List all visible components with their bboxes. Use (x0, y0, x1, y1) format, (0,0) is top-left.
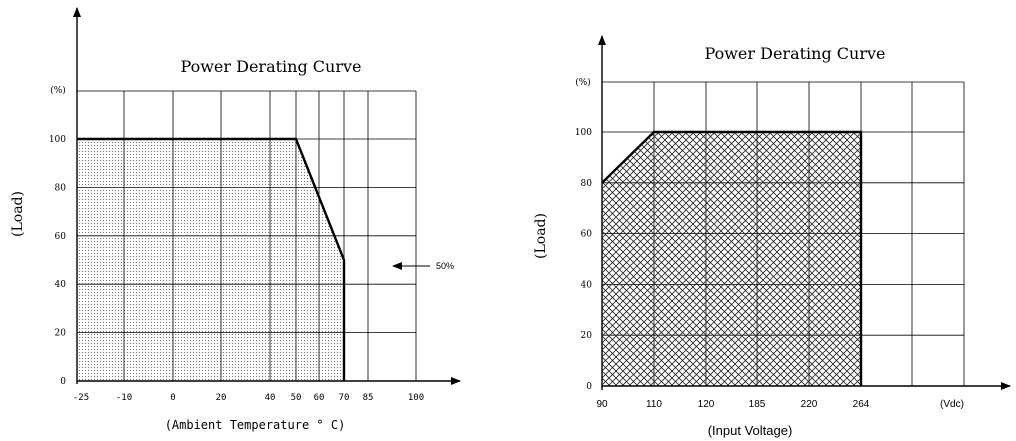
x-axis-label: (Input Voltage) (708, 423, 793, 438)
x-tick-label: 110 (646, 399, 662, 410)
derating-line (601, 130, 863, 386)
y-tick-label: 80 (581, 179, 593, 189)
x-tick-label: -25 (73, 393, 89, 403)
x-tick-labels: -25 -10 0 20 40 50 60 70 85 100 (73, 393, 424, 403)
y-tick-label: 40 (581, 280, 593, 290)
y-axis-label: (Load) (533, 213, 549, 259)
chart-title: Power Derating Curve (180, 57, 361, 76)
y-unit: (%) (575, 77, 591, 88)
chart-input-voltage: 90 110 120 185 220 264 0 20 40 60 80 100 Power Der… (533, 35, 1011, 438)
x-tick-labels: 90 110 120 185 220 264 (596, 399, 869, 410)
y-tick-label: 0 (586, 382, 592, 392)
x-tick-label: 40 (265, 393, 276, 403)
y-tick-label: 80 (55, 183, 67, 193)
y-axis-label: (Load) (10, 191, 26, 237)
x-tick-label: 20 (216, 393, 227, 403)
x-tick-label: 90 (596, 399, 608, 410)
derating-fill (602, 132, 861, 386)
chart-title: Power Derating Curve (704, 44, 885, 63)
x-axis-label: (Ambient Temperature ° C) (165, 418, 346, 432)
y-tick-label: 20 (55, 329, 67, 339)
x-tick-label: 220 (801, 399, 818, 410)
y-tick-labels: 0 20 40 60 80 100 (575, 128, 592, 392)
y-tick-label: 100 (575, 128, 592, 138)
y-tick-labels: 0 20 40 60 80 100 (49, 135, 66, 387)
x-tick-label: -10 (116, 393, 132, 403)
derating-area (77, 137, 346, 381)
derating-line (77, 137, 346, 381)
derating-area (601, 130, 863, 386)
y-tick-label: 20 (581, 331, 593, 341)
x-tick-label: 185 (749, 399, 766, 410)
x-tick-label: 60 (314, 393, 325, 403)
x-tick-label: 0 (170, 393, 175, 403)
y-tick-label: 60 (55, 232, 67, 242)
derating-fill (77, 139, 344, 381)
chart-temperature: -25 -10 0 20 40 50 60 70 85 100 0 20 40 60 80 100 Powe… (10, 7, 461, 432)
y-tick-label: 40 (55, 280, 67, 290)
y-tick-label: 0 (60, 377, 66, 387)
x-tick-label: 100 (408, 393, 424, 403)
x-tick-label: 70 (339, 393, 350, 403)
x-unit: (Vdc) (940, 399, 964, 410)
x-tick-label: 264 (853, 399, 870, 410)
x-tick-label: 120 (698, 399, 715, 410)
y-unit: (%) (50, 85, 66, 96)
y-tick-label: 100 (49, 135, 66, 145)
annotation-label: 50% (436, 261, 454, 271)
x-tick-label: 85 (363, 393, 374, 403)
y-tick-label: 60 (581, 230, 593, 240)
x-tick-label: 50 (291, 393, 302, 403)
